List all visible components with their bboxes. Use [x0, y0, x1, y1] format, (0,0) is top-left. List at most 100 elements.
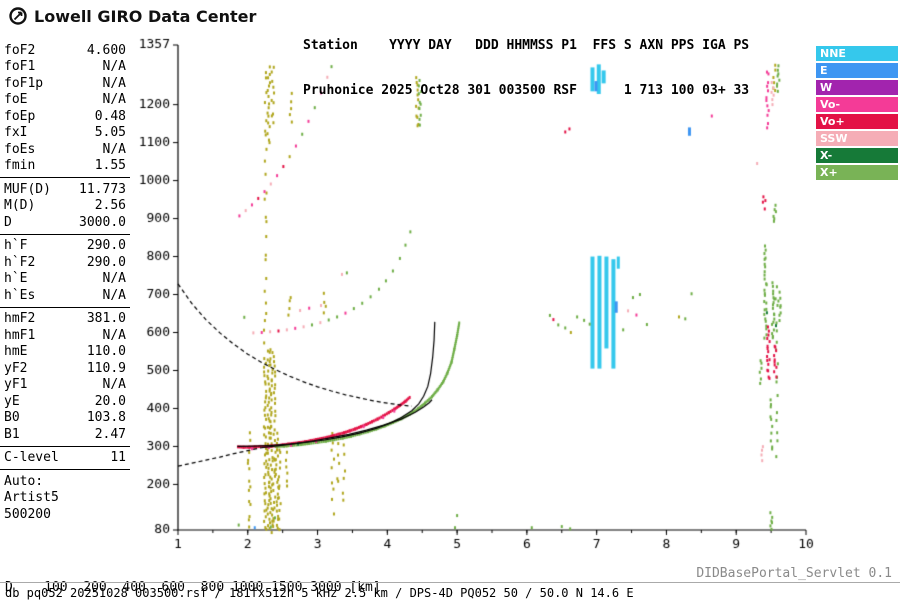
param-row-artist5: Artist5	[0, 490, 130, 507]
param-value: 11	[110, 450, 126, 466]
giro-logo[interactable]: Lowell GIRO Data Center	[8, 6, 256, 26]
param-value: 20.0	[94, 393, 126, 409]
param-row-hmf1: hmF1 N/A	[0, 327, 130, 344]
param-row-fxi: fxI 5.05	[0, 125, 130, 142]
param-value: 5.05	[94, 125, 126, 141]
legend-item-vo-: Vo-	[816, 97, 898, 112]
station-header-row: Station YYYY DAY DDD HHMMSS P1 FFS S AXN…	[303, 38, 750, 53]
param-value: N/A	[102, 59, 126, 75]
param-label: foEp	[4, 108, 36, 124]
station-header-block: Station YYYY DAY DDD HHMMSS P1 FFS S AXN…	[303, 8, 749, 128]
param-label: foF1p	[4, 75, 44, 91]
servlet-version: DIDBasePortal_Servlet 0.1	[696, 566, 892, 581]
param-row-fof1p: foF1p N/A	[0, 75, 130, 92]
param-label: foEs	[4, 141, 36, 157]
param-value: 1.55	[94, 158, 126, 174]
param-label: h`Es	[4, 287, 36, 303]
param-row-mufd: MUF(D) 11.773	[0, 181, 130, 198]
legend-item-x+: X+	[816, 165, 898, 180]
param-label: fmin	[4, 158, 36, 174]
param-label: foF1	[4, 59, 36, 75]
param-row-d: D 3000.0	[0, 214, 130, 231]
param-row-hmf2: hmF2 381.0	[0, 311, 130, 328]
param-row-ye: yE 20.0	[0, 393, 130, 410]
param-label: C-level	[4, 450, 59, 466]
legend-item-x-: X-	[816, 148, 898, 163]
param-value: 110.0	[86, 344, 126, 360]
param-label: h`E	[4, 271, 28, 287]
param-separator	[0, 306, 130, 308]
param-value: 0.48	[94, 108, 126, 124]
param-label: M(D)	[4, 198, 36, 214]
d-row: D 100 200 400 600 800 1000 1500 3000 [km…	[5, 580, 381, 595]
param-row-fof1: foF1 N/A	[0, 59, 130, 76]
param-label: 500200	[4, 506, 51, 522]
param-value: N/A	[102, 92, 126, 108]
param-label: B0	[4, 410, 20, 426]
param-value: 110.9	[86, 360, 126, 376]
param-separator	[0, 233, 130, 235]
param-value: 2.56	[94, 198, 126, 214]
param-value: N/A	[102, 327, 126, 343]
param-label: yE	[4, 393, 20, 409]
param-label: h`F2	[4, 254, 36, 270]
param-label: hmF2	[4, 311, 36, 327]
param-row-hf2: h`F2 290.0	[0, 254, 130, 271]
param-value: 2.47	[94, 426, 126, 442]
param-separator	[0, 445, 130, 447]
param-row-hes: h`Es N/A	[0, 287, 130, 304]
param-label: Auto:	[4, 473, 44, 489]
param-label: hmF1	[4, 327, 36, 343]
giro-logo-text: Lowell GIRO Data Center	[34, 6, 257, 26]
param-value: 11.773	[79, 181, 126, 197]
param-value: N/A	[102, 75, 126, 91]
param-row-foes: foEs N/A	[0, 141, 130, 158]
param-label: foF2	[4, 42, 36, 58]
param-label: yF2	[4, 360, 28, 376]
param-label: MUF(D)	[4, 181, 51, 197]
param-row-hme: hmE 110.0	[0, 344, 130, 361]
param-row-fmin: fmin 1.55	[0, 158, 130, 175]
station-values-row: Pruhonice 2025 Oct28 301 003500 RSF 1 71…	[303, 83, 750, 98]
param-row-yf1: yF1 N/A	[0, 377, 130, 394]
param-row-b0: B0 103.8	[0, 410, 130, 427]
param-row-md: M(D) 2.56	[0, 198, 130, 215]
param-separator	[0, 177, 130, 178]
param-label: Artist5	[4, 490, 59, 506]
param-row-fof2: foF2 4.600	[0, 42, 130, 59]
param-label: fxI	[4, 125, 28, 141]
param-value: N/A	[102, 287, 126, 303]
param-value: N/A	[102, 141, 126, 157]
param-label: foE	[4, 92, 28, 108]
param-value: 290.0	[86, 254, 126, 270]
legend-item-e: E	[816, 63, 898, 78]
param-value: 3000.0	[79, 214, 126, 230]
param-separator	[0, 469, 130, 470]
d-muf-table: D 100 200 400 600 800 1000 1500 3000 [km…	[5, 553, 389, 600]
echo-type-legend: NNE E W Vo- Vo+ SSW X- X+	[816, 46, 898, 182]
param-value: N/A	[102, 271, 126, 287]
param-row-foe: foE N/A	[0, 92, 130, 109]
footer-divider	[0, 582, 900, 583]
param-value: 103.8	[86, 410, 126, 426]
param-row-auto: Auto:	[0, 473, 130, 490]
legend-item-ssw: SSW	[816, 131, 898, 146]
param-label: D	[4, 214, 12, 230]
param-label: B1	[4, 426, 20, 442]
parameter-panel: foF2 4.600 foF1 N/A foF1p N/A foE N/A foEp 0.48 fx…	[0, 42, 130, 523]
param-row-clevel: C-level 11	[0, 450, 130, 467]
param-row-yf2: yF2 110.9	[0, 360, 130, 377]
param-value: N/A	[102, 377, 126, 393]
giro-logo-icon	[8, 6, 28, 26]
param-value: 381.0	[86, 311, 126, 327]
legend-item-vo+: Vo+	[816, 114, 898, 129]
param-label: h`F	[4, 238, 28, 254]
param-row-hf: h`F 290.0	[0, 238, 130, 255]
param-row-b1: B1 2.47	[0, 426, 130, 443]
param-value: 290.0	[86, 238, 126, 254]
param-row-foep: foEp 0.48	[0, 108, 130, 125]
legend-item-w: W	[816, 80, 898, 95]
param-value: 4.600	[86, 42, 126, 58]
file-info: db pq052 20251028 003500.rsf / 181fx512h…	[5, 586, 634, 600]
